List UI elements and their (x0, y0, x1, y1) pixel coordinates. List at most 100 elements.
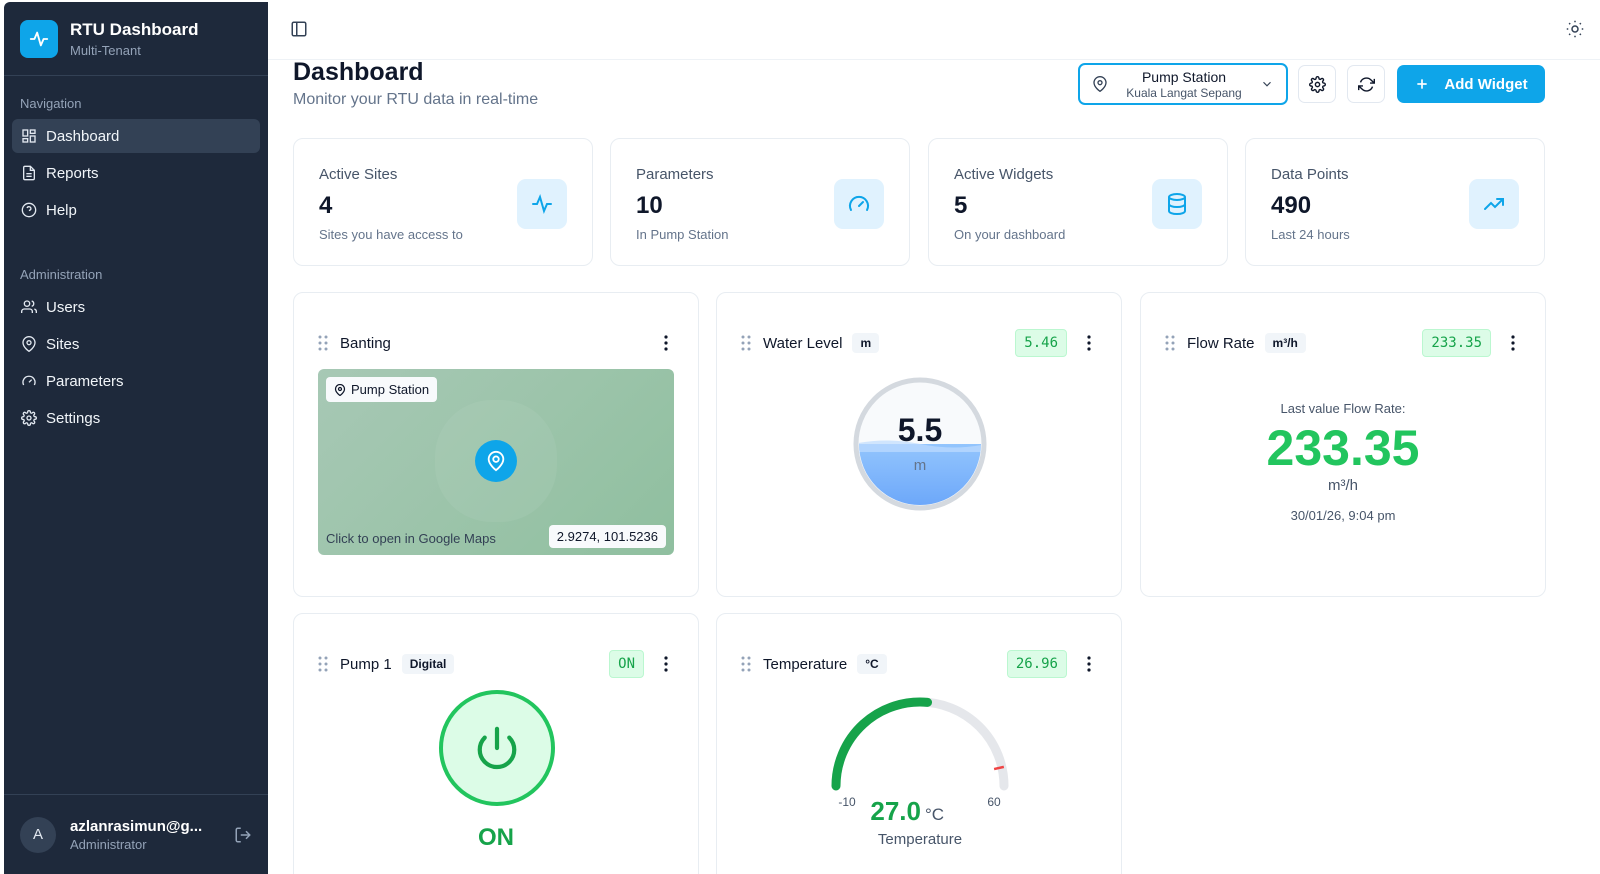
user-role: Administrator (70, 836, 147, 852)
nav-section-administration: Administration (20, 267, 103, 282)
map-preview[interactable]: Pump Station Click to open in Google Map… (318, 369, 674, 555)
nav-item-label: Parameters (46, 372, 124, 390)
temperature-label: Temperature (878, 831, 962, 848)
widget-flow-rate: Flow Rate m³/h 233.35 Last value Flow Ra… (1140, 292, 1546, 597)
brand[interactable]: RTU Dashboard Multi-Tenant (4, 2, 268, 76)
type-badge: Digital (401, 654, 455, 674)
value-badge: ON (609, 650, 644, 678)
flow-timestamp: 30/01/26, 9:04 pm (1290, 508, 1396, 523)
drag-handle-icon[interactable] (741, 656, 751, 672)
more-vertical-icon[interactable] (1505, 335, 1521, 351)
map-hint: Click to open in Google Maps (326, 531, 496, 546)
nav-item-users[interactable]: Users (12, 290, 260, 324)
map-pin-icon (22, 336, 36, 352)
stat-desc: Sites you have access to (319, 227, 463, 242)
stat-desc: In Pump Station (636, 227, 729, 242)
trending-up-icon (1469, 179, 1519, 229)
widget-water-level: Water Level m 5.46 5.5 m (716, 292, 1122, 597)
more-vertical-icon[interactable] (658, 656, 674, 672)
temperature-unit: °C (925, 805, 944, 824)
temperature-gauge: -10 60 27.0 °C Temperature (831, 697, 1009, 848)
water-level-unit: m (914, 457, 927, 474)
nav-item-label: Dashboard (46, 127, 120, 145)
sidebar-toggle-icon[interactable] (290, 20, 308, 38)
nav-item-settings[interactable]: Settings (12, 401, 260, 435)
pump-state: ON (478, 824, 514, 851)
gauge-icon (834, 179, 884, 229)
activity-icon (20, 19, 58, 58)
stat-value: 10 (636, 192, 663, 219)
nav-item-help[interactable]: Help (12, 193, 260, 227)
unit-badge: m³/h (1264, 333, 1306, 353)
sidebar: RTU Dashboard Multi-Tenant Navigation Da… (4, 2, 268, 874)
refresh-icon (1357, 76, 1375, 92)
file-text-icon (23, 165, 35, 181)
sun-icon[interactable] (1566, 20, 1584, 38)
power-icon (477, 726, 517, 770)
stat-value: 4 (319, 192, 333, 219)
database-icon (1152, 179, 1202, 229)
nav-item-reports[interactable]: Reports (12, 156, 260, 190)
nav-item-dashboard[interactable]: Dashboard (12, 119, 260, 153)
gauge-fill (831, 697, 933, 791)
page-title: Dashboard (293, 58, 424, 86)
map-coordinates: 2.9274, 101.5236 (548, 525, 666, 548)
more-vertical-icon[interactable] (1081, 656, 1097, 672)
widget-map: Banting Pump Station Click to open in Go… (293, 292, 699, 597)
add-widget-button[interactable]: Add Widget (1397, 65, 1545, 103)
more-vertical-icon[interactable] (658, 335, 674, 351)
plus-icon (1417, 79, 1428, 89)
layout-grid-icon (22, 129, 36, 143)
settings-button[interactable] (1298, 65, 1336, 103)
site-location: Kuala Langat Sepang (1126, 85, 1242, 100)
drag-handle-icon[interactable] (318, 335, 328, 351)
water-wave (859, 440, 981, 452)
users-icon (21, 300, 37, 313)
logout-icon[interactable] (234, 826, 252, 844)
refresh-button[interactable] (1347, 65, 1385, 103)
help-circle-icon (21, 202, 37, 218)
site-selector[interactable]: Pump Station Kuala Langat Sepang (1078, 63, 1288, 105)
brand-subtitle: Multi-Tenant (70, 42, 141, 58)
user-profile: A azlanrasimun@g... Administrator (4, 794, 268, 874)
map-marker-icon[interactable] (475, 440, 517, 482)
widget-title: Pump 1 (340, 655, 392, 673)
water-level-tank: 5.5 m (853, 377, 987, 511)
stat-desc: Last 24 hours (1271, 227, 1350, 242)
map-pin-icon (1093, 76, 1107, 92)
unit-badge: m (852, 333, 880, 353)
gauge-min-label: -10 (838, 795, 856, 809)
topbar (268, 0, 1600, 60)
flow-unit: m³/h (1328, 477, 1358, 494)
stat-label: Data Points (1271, 166, 1349, 183)
drag-handle-icon[interactable] (1165, 335, 1175, 351)
add-widget-label: Add Widget (1444, 75, 1528, 93)
widget-title: Banting (340, 334, 391, 352)
nav-item-sites[interactable]: Sites (12, 327, 260, 361)
value-badge: 233.35 (1422, 329, 1491, 357)
stat-card-active-widgets: Active Widgets 5 On your dashboard (928, 138, 1228, 266)
value-badge: 5.46 (1015, 329, 1067, 357)
gauge-track (831, 697, 1009, 791)
flow-caption: Last value Flow Rate: (1280, 401, 1406, 416)
unit-badge: °C (857, 654, 887, 674)
drag-handle-icon[interactable] (318, 656, 328, 672)
map-tag-label: Pump Station (351, 382, 430, 397)
map-site-tag: Pump Station (326, 377, 438, 402)
value-badge: 26.96 (1006, 650, 1067, 678)
widget-title: Flow Rate (1187, 334, 1255, 352)
gauge-max-label: 60 (987, 795, 1001, 809)
gear-icon (21, 410, 37, 426)
pump-power-button[interactable] (439, 690, 555, 806)
nav-item-label: Users (46, 298, 86, 316)
more-vertical-icon[interactable] (1081, 335, 1097, 351)
gauge-icon (22, 375, 36, 386)
stat-label: Active Widgets (954, 166, 1054, 183)
avatar[interactable]: A (20, 816, 56, 853)
stat-value: 490 (1271, 192, 1312, 219)
nav-item-label: Settings (46, 409, 101, 427)
nav-item-parameters[interactable]: Parameters (12, 364, 260, 398)
drag-handle-icon[interactable] (741, 335, 751, 351)
stat-value: 5 (954, 192, 968, 219)
widget-pump: Pump 1 Digital ON ON (293, 613, 699, 874)
